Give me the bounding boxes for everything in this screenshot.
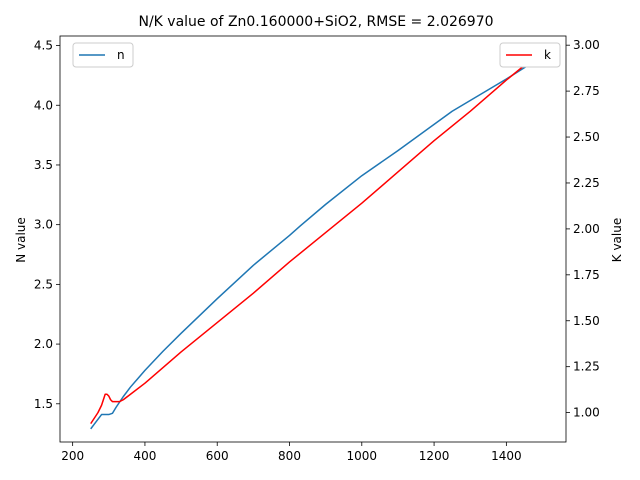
y-left-tick-label: 4.5: [34, 39, 53, 53]
legend-label-n: n: [117, 48, 125, 62]
x-tick-label: 200: [61, 449, 84, 463]
x-tick-label: 600: [206, 449, 229, 463]
y-left-tick-label: 2.5: [34, 277, 53, 291]
y-right-tick-label: 2.75: [573, 84, 600, 98]
y-right-tick-label: 2.00: [573, 222, 600, 236]
legend-label-k: k: [544, 48, 551, 62]
axes-frame: [59, 35, 567, 443]
chart-title: N/K value of Zn0.160000+SiO2, RMSE = 2.0…: [138, 14, 493, 30]
y-right-tick-label: 1.50: [573, 314, 600, 328]
y-right-tick-label: 1.00: [573, 406, 600, 420]
plot-area: 200 400 600 800 1000 1200 1400 1.5 2.0 2.5 3.0 3.5 4…: [34, 35, 600, 463]
y-left-tick-label: 3.0: [34, 218, 53, 232]
y-right-tick-label: 1.75: [573, 268, 600, 282]
series-line-k: [90, 50, 543, 425]
series-line-n: [90, 55, 543, 430]
x-tick-label: 800: [278, 449, 301, 463]
y-left-tick-label: 1.5: [34, 397, 53, 411]
y-right-tick-label: 1.25: [573, 360, 600, 374]
y-left-axis-label: N value: [14, 217, 28, 263]
y-left-tick-label: 4.0: [34, 98, 53, 112]
y-right-tick-label: 3.00: [573, 38, 600, 52]
y-right-tick-label: 2.25: [573, 176, 600, 190]
y-left-tick-label: 2.0: [34, 337, 53, 351]
x-tick-label: 1000: [347, 449, 378, 463]
x-tick-label: 1400: [491, 449, 522, 463]
x-tick-label: 1200: [419, 449, 450, 463]
x-tick-label: 400: [133, 449, 156, 463]
y-right-tick-label: 2.50: [573, 130, 600, 144]
y-right-axis-label: K value: [610, 218, 624, 262]
y-left-tick-label: 3.5: [34, 158, 53, 172]
